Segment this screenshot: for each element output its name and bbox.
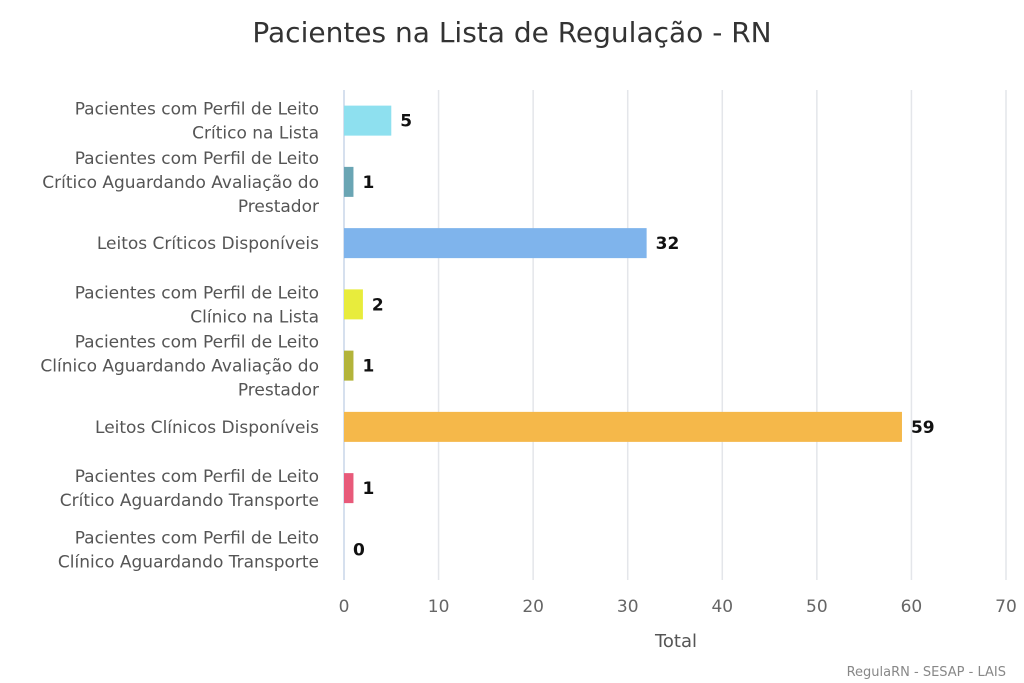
x-tick-label: 70	[995, 597, 1017, 617]
data-label: 1	[362, 357, 374, 377]
category-label: Leitos Críticos Disponíveis	[97, 234, 319, 254]
data-label: 59	[911, 418, 935, 438]
bar[interactable]	[344, 228, 647, 259]
category-label: Leitos Clínicos Disponíveis	[95, 418, 319, 438]
bar[interactable]	[344, 473, 354, 504]
data-label: 5	[400, 112, 412, 132]
chart-title: Pacientes na Lista de Regulação - RN	[252, 16, 771, 49]
chart-credits[interactable]: RegulaRN - SESAP - LAIS	[847, 665, 1006, 680]
x-tick-label: 20	[522, 597, 544, 617]
bar[interactable]	[344, 411, 902, 442]
bar[interactable]	[344, 289, 363, 320]
x-tick-labels: 0 10 20 30 40 50 60 70	[339, 597, 1017, 617]
data-label: 0	[353, 540, 365, 560]
category-label: Pacientes com Perfil de Leito Crítico Agu…	[42, 149, 319, 217]
category-labels: Pacientes com Perfil de Leito Crítico na …	[40, 100, 319, 573]
category-label: Pacientes com Perfil de Leito Crítico na …	[75, 100, 319, 144]
x-tick-label: 40	[711, 597, 733, 617]
x-tick-label: 30	[617, 597, 639, 617]
bar[interactable]	[344, 350, 354, 381]
data-label: 1	[362, 173, 374, 193]
grid-layer	[343, 90, 1007, 580]
x-tick-label: 60	[901, 597, 923, 617]
category-label: Pacientes com Perfil de Leito Clínico Agu…	[40, 333, 319, 401]
data-label: 32	[656, 234, 680, 254]
x-tick-label: 50	[806, 597, 828, 617]
bar-layer: 5 1 32 2 1 59 1 0	[344, 105, 935, 560]
category-label: Pacientes com Perfil de Leito Clínico na …	[75, 283, 319, 327]
category-label: Pacientes com Perfil de Leito Clínico Agu…	[58, 528, 319, 572]
x-tick-label: 0	[339, 597, 350, 617]
data-label: 2	[372, 295, 384, 315]
x-axis-title: Total	[654, 631, 697, 652]
bar[interactable]	[344, 105, 392, 136]
category-label: Pacientes com Perfil de Leito Crítico Agu…	[60, 467, 319, 511]
data-label: 1	[362, 479, 374, 499]
bar[interactable]	[344, 166, 354, 197]
x-tick-label: 10	[428, 597, 450, 617]
